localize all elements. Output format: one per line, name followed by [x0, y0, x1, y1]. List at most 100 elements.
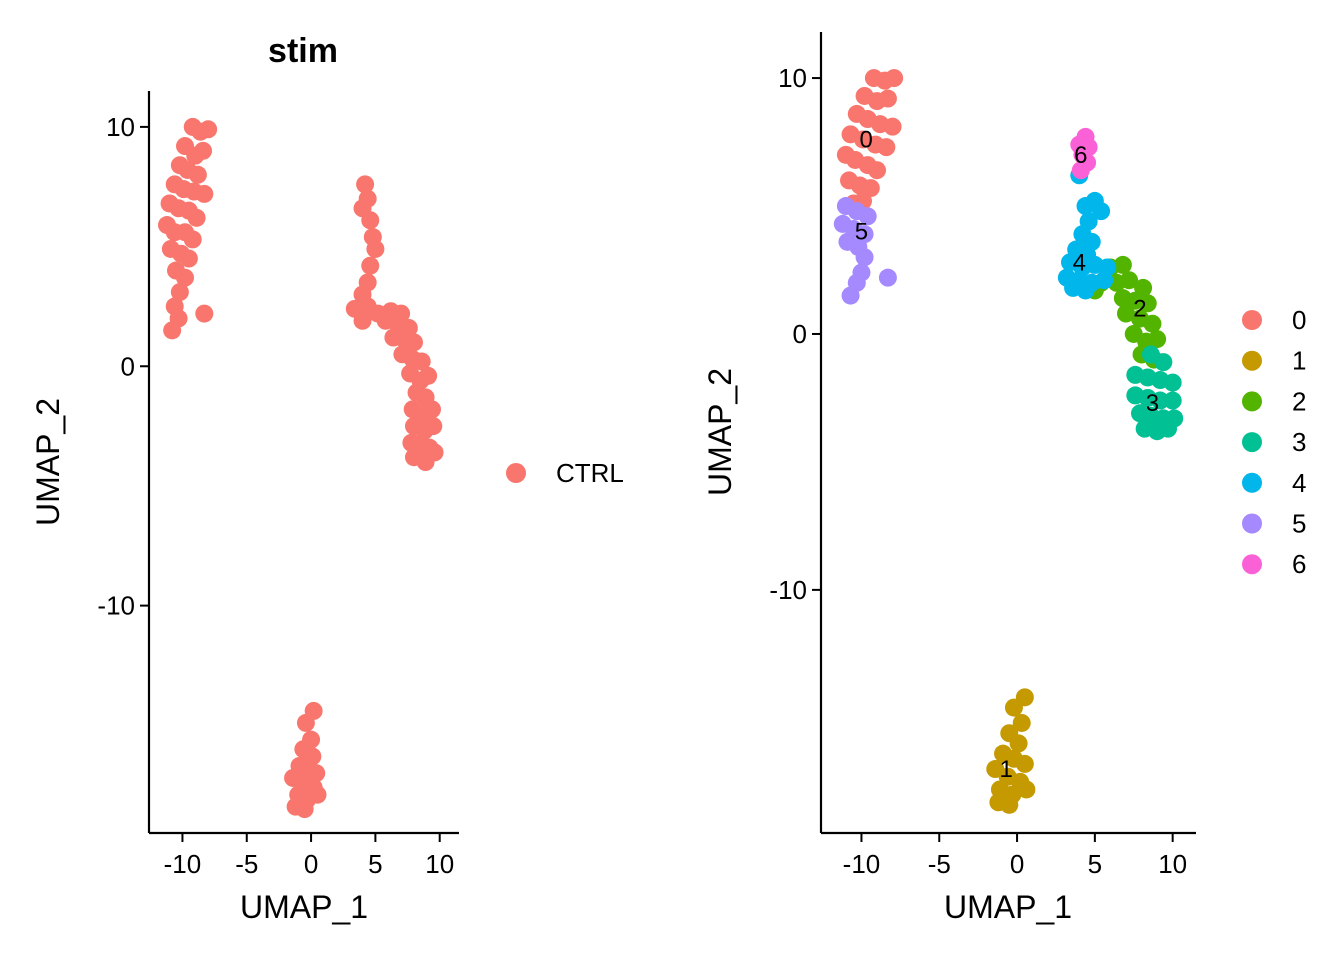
- scatter-point: [885, 69, 904, 88]
- y-axis-title: UMAP_2: [702, 368, 738, 496]
- scatter-point: [404, 333, 423, 352]
- x-tick-label: 0: [304, 849, 318, 879]
- cluster-label: 4: [1073, 249, 1086, 276]
- scatter-point: [361, 256, 380, 275]
- scatter-point: [1116, 304, 1135, 323]
- scatter-point: [877, 138, 896, 157]
- legend-swatch: [506, 463, 526, 483]
- legend-swatch: [1242, 513, 1262, 534]
- scatter-point: [868, 161, 887, 180]
- scatter-point: [194, 141, 213, 160]
- scatter-point: [1076, 281, 1095, 300]
- cluster-label: 0: [859, 126, 872, 153]
- x-axis-title: UMAP_1: [240, 889, 368, 925]
- scatter-point: [1017, 780, 1036, 799]
- scatter-point: [424, 417, 443, 436]
- scatter-point: [179, 249, 198, 268]
- scatter-point: [356, 175, 375, 194]
- y-tick-label: -10: [97, 591, 135, 621]
- y-tick-label: 0: [793, 319, 807, 349]
- scatter-point: [308, 785, 327, 804]
- scatter-point: [412, 352, 431, 371]
- y-tick-label: -10: [769, 575, 807, 605]
- legend-label: 4: [1292, 468, 1306, 498]
- scatter-point: [841, 286, 860, 305]
- scatter-point: [1143, 314, 1162, 333]
- umap-cluster-panel: 0 1 2 3 4 5 6 -10 -5 0 5 10 10 0 -10 UMAP_1 UMAP_2 0 1…: [702, 32, 1306, 925]
- scatter-point: [1015, 754, 1034, 773]
- scatter-point: [855, 248, 874, 267]
- scatter-point: [353, 311, 372, 330]
- scatter-point: [163, 321, 182, 340]
- scatter-point: [1095, 271, 1114, 290]
- legend-swatch: [1242, 554, 1262, 575]
- legend-swatch: [1242, 350, 1262, 371]
- scatter-point: [878, 268, 897, 287]
- scatter-point: [170, 283, 189, 302]
- x-axis-title: UMAP_1: [944, 889, 1072, 925]
- scatter-point: [1138, 294, 1157, 313]
- x-tick-label: -10: [843, 849, 881, 879]
- scatter-point: [1000, 795, 1019, 814]
- cluster-labels: 0 1 2 3 4 5 6: [855, 126, 1159, 783]
- y-axis-title: UMAP_2: [30, 398, 66, 526]
- scatter-point: [366, 239, 385, 258]
- scatter-point: [1120, 271, 1139, 290]
- legend-label: 0: [1292, 305, 1306, 335]
- scatter-point: [1158, 419, 1177, 438]
- scatter-point: [425, 443, 444, 462]
- legend-label: 6: [1292, 549, 1306, 579]
- scatter-point: [1004, 698, 1023, 717]
- scatter-point: [296, 713, 315, 732]
- y-tick-label: 10: [106, 112, 135, 142]
- x-tick-label: 10: [425, 849, 454, 879]
- scatter-point: [1071, 161, 1090, 180]
- x-tick-label: -10: [164, 849, 202, 879]
- x-tick-label: 5: [368, 849, 382, 879]
- scatter-point: [176, 268, 195, 287]
- x-tick-label: 5: [1088, 849, 1102, 879]
- scatter-points: [833, 69, 1184, 814]
- scatter-point: [878, 89, 897, 108]
- legend-label: CTRL: [556, 458, 624, 488]
- legend-swatch: [1242, 391, 1262, 412]
- scatter-point: [883, 117, 902, 136]
- legend-label: 3: [1292, 427, 1306, 457]
- legend-swatch: [1242, 472, 1262, 493]
- scatter-point: [1151, 391, 1170, 410]
- scatter-point: [307, 764, 326, 783]
- scatter-point: [1163, 391, 1182, 410]
- umap-stim-panel: stim -10 -5 0 5 10 10 0 -10 UMAP_1 UMAP_2 CTRL: [30, 32, 624, 925]
- legend: CTRL: [506, 458, 624, 488]
- scatter-point: [1012, 713, 1031, 732]
- scatter-point: [422, 400, 441, 419]
- scatter-point: [858, 207, 877, 226]
- scatter-point: [199, 120, 218, 139]
- cluster-label: 5: [855, 219, 868, 246]
- scatter-point: [295, 800, 314, 819]
- scatter-points: [158, 117, 444, 819]
- scatter-point: [1076, 197, 1095, 216]
- scatter-point: [361, 211, 380, 230]
- x-tick-label: -5: [928, 849, 951, 879]
- scatter-point: [195, 304, 214, 323]
- cluster-label: 2: [1133, 295, 1146, 322]
- legend-label: 1: [1292, 346, 1306, 376]
- legend-swatch: [1242, 310, 1262, 330]
- scatter-point: [188, 165, 207, 184]
- scatter-point: [183, 230, 202, 249]
- scatter-point: [195, 184, 214, 203]
- cluster-label: 6: [1074, 142, 1087, 169]
- scatter-point: [1148, 330, 1167, 349]
- legend-label: 5: [1292, 509, 1306, 539]
- x-tick-label: 10: [1158, 849, 1187, 879]
- scatter-point: [1113, 255, 1132, 274]
- legend-swatch: [1242, 432, 1262, 453]
- scatter-point: [1009, 734, 1028, 753]
- legend: 0 1 2 3 4 5 6: [1242, 305, 1306, 579]
- scatter-point: [187, 208, 206, 227]
- legend-label: 2: [1292, 386, 1306, 416]
